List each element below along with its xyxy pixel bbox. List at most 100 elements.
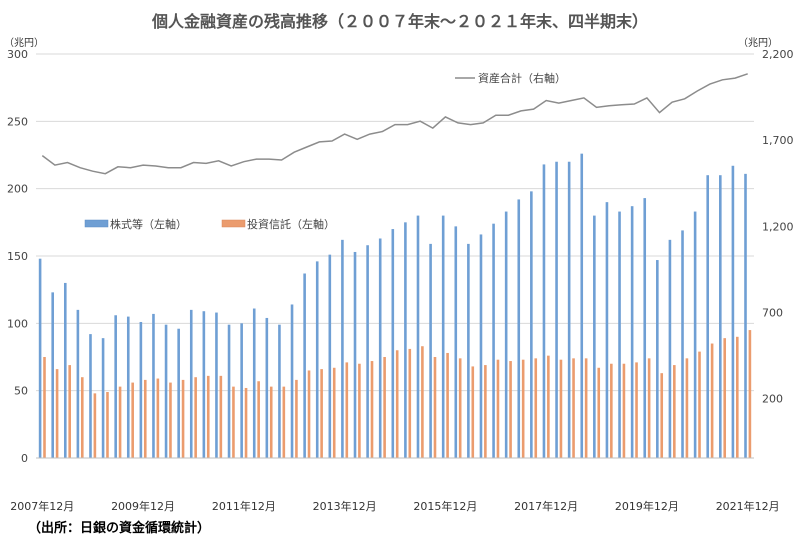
stock-bar xyxy=(101,338,105,458)
stock-bar xyxy=(114,315,117,458)
fund-bar xyxy=(106,392,109,458)
fund-bar xyxy=(559,359,563,458)
fund-bar xyxy=(408,348,412,458)
left-tick-label: 150 xyxy=(7,250,28,263)
stock-bar xyxy=(139,321,143,458)
fund-bar xyxy=(68,365,71,458)
fund-bar xyxy=(421,346,424,458)
fund-bar xyxy=(698,351,701,458)
x-tick-label: 2011年12月 xyxy=(212,499,276,513)
stock-bar xyxy=(89,334,92,458)
fund-bar xyxy=(118,386,122,458)
fund-bar xyxy=(282,386,286,458)
right-tick-label: 200 xyxy=(762,393,783,406)
stock-bar xyxy=(202,311,206,458)
stock-bar xyxy=(353,251,357,458)
fund-bar xyxy=(257,381,260,458)
stock-bar xyxy=(429,243,432,458)
right-axis-unit: （兆円） xyxy=(738,37,778,49)
fund-bar xyxy=(370,361,374,458)
fund-bar xyxy=(269,386,273,458)
stock-bar xyxy=(227,324,231,458)
stock-bar xyxy=(517,199,521,458)
stock-bar xyxy=(731,165,735,459)
legend-bar-swatch xyxy=(84,219,109,228)
legend-label: 資産合計（右軸） xyxy=(478,71,566,85)
fund-bar xyxy=(635,362,638,458)
fund-bar xyxy=(156,378,160,458)
fund-bar xyxy=(547,355,550,458)
right-tick-label: 700 xyxy=(762,306,783,319)
fund-bar xyxy=(143,379,147,458)
stock-bar xyxy=(416,215,420,458)
stock-bar xyxy=(492,223,495,458)
stock-bar xyxy=(706,175,710,458)
fund-bar xyxy=(93,393,97,458)
stock-bar xyxy=(656,260,659,458)
left-tick-label: 300 xyxy=(7,48,28,61)
fund-bar xyxy=(647,358,651,458)
left-tick-label: 200 xyxy=(7,183,28,196)
stock-bar xyxy=(63,282,67,458)
fund-bar xyxy=(446,352,449,458)
fund-bar xyxy=(723,338,727,458)
stock-bar xyxy=(51,292,54,458)
x-tick-label: 2009年12月 xyxy=(111,499,175,513)
stock-bar xyxy=(618,211,621,458)
fund-bar xyxy=(169,382,172,458)
fund-bar xyxy=(295,379,298,458)
x-tick-label: 2021年12月 xyxy=(716,499,780,513)
stock-bar xyxy=(391,229,395,458)
stock-bar xyxy=(454,226,458,458)
stock-bar xyxy=(278,324,281,458)
fund-bar xyxy=(597,367,601,458)
fund-bar xyxy=(232,386,235,458)
stock-bar xyxy=(404,222,407,458)
fund-bar xyxy=(534,358,538,458)
stock-bar xyxy=(530,191,533,459)
fund-bar xyxy=(433,357,437,458)
stock-bar xyxy=(189,309,193,458)
fund-bar xyxy=(610,363,613,458)
stock-bar xyxy=(668,239,672,458)
fund-bar xyxy=(320,369,323,458)
stock-bar xyxy=(265,317,269,458)
stock-bar xyxy=(580,153,584,459)
fund-bar xyxy=(710,343,714,458)
fund-bar xyxy=(748,330,752,458)
x-tick-label: 2015年12月 xyxy=(413,499,477,513)
right-tick-label: 1,700 xyxy=(762,134,794,147)
fund-bar xyxy=(660,373,664,458)
stock-bar xyxy=(215,312,218,458)
stock-bar xyxy=(152,313,155,458)
fund-bar xyxy=(572,358,575,458)
fund-bar xyxy=(43,357,46,458)
right-tick-label: 1,200 xyxy=(762,220,794,233)
stock-bar xyxy=(719,175,722,458)
stock-bar xyxy=(479,234,483,458)
stock-bar xyxy=(630,206,634,458)
fund-bar xyxy=(673,365,676,458)
total-assets-line xyxy=(41,73,748,175)
fund-bar xyxy=(383,357,386,458)
fund-bar xyxy=(471,366,475,458)
stock-bar xyxy=(328,254,332,458)
x-tick-label: 2007年12月 xyxy=(10,499,74,513)
fund-bar xyxy=(131,382,134,458)
stock-bar xyxy=(643,198,647,459)
fund-bar xyxy=(206,375,210,458)
stock-bar xyxy=(164,324,168,458)
left-tick-label: 0 xyxy=(21,452,28,465)
source-note: （出所：日銀の資金循環統計） xyxy=(28,520,210,536)
stock-bar xyxy=(177,328,180,458)
fund-bar xyxy=(395,350,399,458)
fund-bar xyxy=(484,365,487,458)
fund-bar xyxy=(622,363,626,458)
right-tick-label: 2,200 xyxy=(762,48,794,61)
fund-bar xyxy=(345,362,349,458)
fund-bar xyxy=(307,370,311,458)
stock-bar xyxy=(441,215,445,458)
stock-bar xyxy=(303,273,306,458)
